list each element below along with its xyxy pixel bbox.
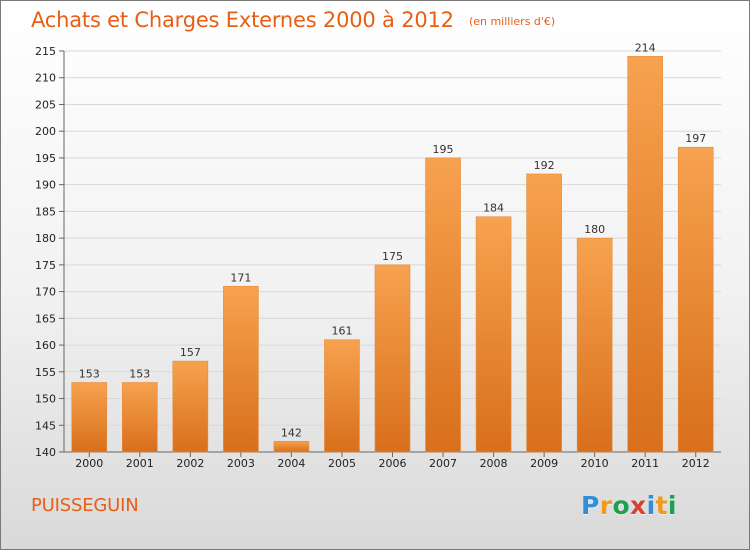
x-tick-label-2000: 2000 <box>75 457 103 470</box>
bar-2004 <box>273 441 310 453</box>
bar-2002 <box>172 360 209 453</box>
y-tick-label-180: 180 <box>35 232 56 245</box>
value-label-2005: 161 <box>331 325 352 338</box>
x-tick-label-2009: 2009 <box>530 457 558 470</box>
chart-subtitle: (en milliers d'€) <box>468 15 556 28</box>
x-tick-label-2004: 2004 <box>277 457 305 470</box>
bar-2005 <box>324 339 360 453</box>
bar-2008 <box>475 216 512 453</box>
bar-2012 <box>677 146 714 453</box>
x-tick-label-2008: 2008 <box>480 457 508 470</box>
x-tick-label-2007: 2007 <box>429 457 457 470</box>
label-layer: 1401451501551601651701751801851901952002… <box>35 41 710 470</box>
y-tick-label-215: 215 <box>35 45 56 58</box>
y-tick-label-160: 160 <box>35 339 56 352</box>
value-label-2012: 197 <box>685 132 706 145</box>
value-label-2006: 175 <box>382 250 403 263</box>
bar-2010 <box>576 237 613 453</box>
y-tick-label-165: 165 <box>35 312 56 325</box>
value-label-2007: 195 <box>433 143 454 156</box>
y-tick-label-210: 210 <box>35 72 56 85</box>
y-tick-label-175: 175 <box>35 259 56 272</box>
value-label-2008: 184 <box>483 202 504 215</box>
bar-2007 <box>425 157 461 453</box>
y-tick-label-170: 170 <box>35 286 56 299</box>
y-tick-label-190: 190 <box>35 179 56 192</box>
x-tick-label-2010: 2010 <box>581 457 609 470</box>
y-tick-label-140: 140 <box>35 446 56 459</box>
y-tick-label-205: 205 <box>35 98 56 111</box>
bar-2003 <box>223 285 259 453</box>
bar-2009 <box>526 173 562 453</box>
chart-title-group: Achats et Charges Externes 2000 à 2012 (… <box>31 8 555 32</box>
value-label-2010: 180 <box>584 223 605 236</box>
value-label-2011: 214 <box>635 41 656 54</box>
value-label-2002: 157 <box>180 346 201 359</box>
value-label-2009: 192 <box>534 159 555 172</box>
x-tick-label-2002: 2002 <box>176 457 204 470</box>
y-tick-label-145: 145 <box>35 419 56 432</box>
x-tick-label-2006: 2006 <box>379 457 407 470</box>
chart-title: Achats et Charges Externes 2000 à 2012 <box>31 8 454 32</box>
commune-name: PUISSEGUIN <box>31 495 139 516</box>
y-tick-label-155: 155 <box>35 366 56 379</box>
x-tick-label-2001: 2001 <box>126 457 154 470</box>
bar-2001 <box>122 382 158 453</box>
x-tick-label-2005: 2005 <box>328 457 356 470</box>
bar-2011 <box>627 56 663 453</box>
bar-layer <box>71 56 714 453</box>
y-tick-label-185: 185 <box>35 205 56 218</box>
x-tick-label-2003: 2003 <box>227 457 255 470</box>
x-tick-label-2012: 2012 <box>682 457 710 470</box>
y-tick-label-195: 195 <box>35 152 56 165</box>
bar-2006 <box>374 264 411 453</box>
value-label-2004: 142 <box>281 426 302 439</box>
value-label-2003: 171 <box>230 271 251 284</box>
value-label-2001: 153 <box>129 367 150 380</box>
proxiti-logo: Proxiti <box>581 491 677 520</box>
bar-2000 <box>71 382 108 453</box>
y-tick-label-150: 150 <box>35 393 56 406</box>
y-tick-label-200: 200 <box>35 125 56 138</box>
x-tick-label-2011: 2011 <box>631 457 659 470</box>
value-label-2000: 153 <box>79 367 100 380</box>
